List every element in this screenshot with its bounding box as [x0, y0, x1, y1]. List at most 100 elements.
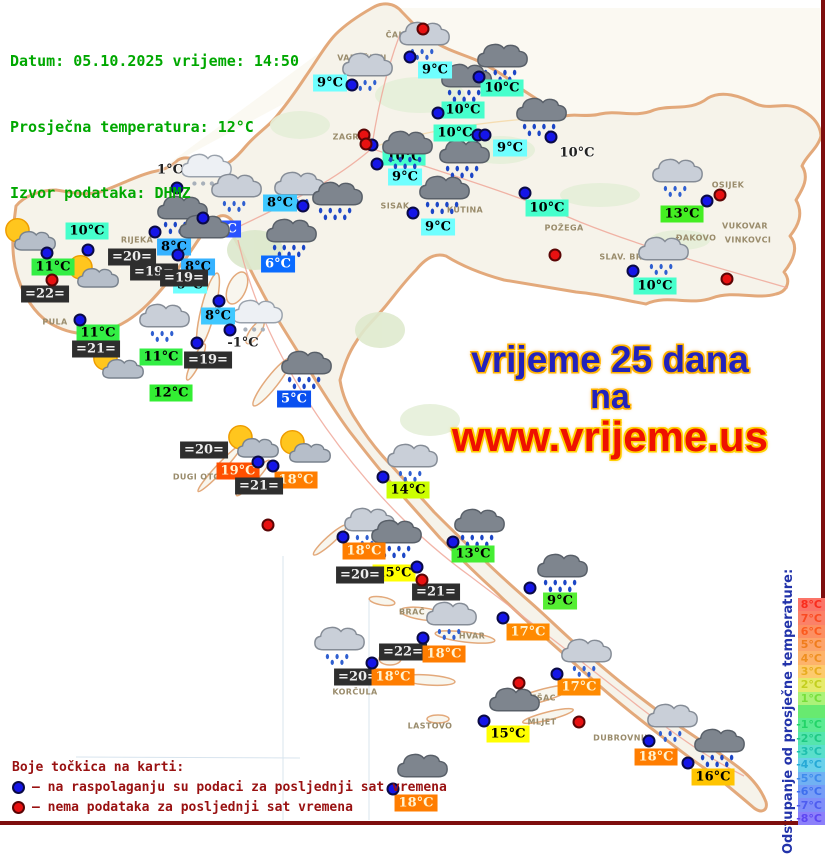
scale-band: -4°C — [796, 758, 825, 772]
station-dot-red — [572, 715, 586, 729]
temp-label: =20= — [180, 441, 228, 459]
temp-label: 17°C — [506, 623, 550, 641]
temp-label: 9°C — [421, 218, 455, 236]
map-edge-right — [821, 0, 825, 598]
temperature-deviation-scale: 8°C 7°C 6°C 5°C 4°C 3°C 2°C 1°C -1°C -2°C -3°C -4°C… — [796, 598, 825, 826]
date-time-line: Datum: 05.10.2025 vrijeme: 14:50 — [10, 52, 299, 70]
temp-label: 10°C — [559, 145, 595, 161]
station-dot-blue — [345, 78, 359, 92]
station-dot-blue — [370, 157, 384, 171]
temp-label: =21= — [412, 583, 460, 601]
station-dot-blue — [626, 264, 640, 278]
dot-legend: Boje točkica na karti: – na raspolaganju… — [12, 760, 447, 815]
temp-label: 9°C — [388, 168, 422, 186]
city-label: DUBROVNIK — [593, 733, 651, 743]
station-dot-blue — [472, 70, 486, 84]
legend-item-text: – na raspolaganju su podaci za posljednj… — [32, 780, 447, 795]
temp-label: 18°C — [371, 668, 415, 686]
station-dot-red — [416, 22, 430, 36]
scale-title: Odstupanje od prosječne temperature: — [781, 568, 796, 854]
station-dot-red — [261, 518, 275, 532]
station-dot-blue — [170, 181, 184, 195]
city-label: PULA — [42, 317, 68, 327]
city-label: DUGI OTOK — [172, 472, 228, 482]
station-dot-blue — [190, 336, 204, 350]
temp-label: 6°C — [261, 255, 295, 273]
map-edge-bottom — [0, 821, 798, 825]
temp-label: =20= — [336, 566, 384, 584]
city-label: RIJEKA — [120, 235, 154, 245]
temp-label: 15°C — [486, 725, 530, 743]
scale-band: 1°C — [798, 691, 825, 705]
scale-band: 8°C — [798, 598, 825, 612]
scale-band: -8°C — [796, 811, 825, 826]
station-dot-blue — [336, 530, 350, 544]
station-dot-blue — [406, 206, 420, 220]
temp-label: 19°C — [216, 462, 260, 480]
scale-band: 4°C — [798, 651, 825, 665]
map-info-header: Datum: 05.10.2025 vrijeme: 14:50 Prosječ… — [10, 6, 299, 226]
scale-band: 2°C — [798, 678, 825, 692]
watermark-url[interactable]: www.vrijeme.us — [452, 413, 768, 460]
sea-grid — [75, 556, 370, 820]
station-dot-blue — [223, 323, 237, 337]
station-dot-blue — [266, 459, 280, 473]
station-dot-blue — [81, 243, 95, 257]
city-label: VINKOVCI — [724, 235, 772, 245]
station-dot-blue — [681, 756, 695, 770]
temp-label: 10°C — [433, 124, 477, 142]
temp-label: 11°C — [139, 348, 183, 366]
temp-label: 10°C — [441, 101, 485, 119]
temp-label: 8°C — [201, 307, 235, 325]
city-label: BRAČ — [399, 607, 425, 617]
legend-item: – na raspolaganju su podaci za posljednj… — [12, 780, 447, 795]
temp-label: 9°C — [313, 74, 347, 92]
city-label: OSIJEK — [711, 180, 745, 190]
city-label: MLJET — [527, 717, 557, 727]
temp-label: 1°C — [157, 162, 183, 178]
watermark: vrijeme 25 dana na www.vrijeme.us — [412, 340, 808, 460]
station-dot-blue — [410, 560, 424, 574]
station-dot-red — [359, 137, 373, 151]
city-label: ĐAKOVO — [675, 233, 717, 243]
legend-dot-icon — [12, 781, 25, 794]
scale-band: 6°C — [798, 624, 825, 639]
temp-label: 10°C — [525, 199, 569, 217]
station-dot-blue — [446, 535, 460, 549]
station-dot-red — [548, 248, 562, 262]
temp-label: 10°C — [480, 79, 524, 97]
station-dot-blue — [376, 470, 390, 484]
temp-label: =19= — [184, 351, 232, 369]
station-dot-blue — [365, 656, 379, 670]
city-label: HVAR — [458, 631, 486, 641]
legend-title: Boje točkica na karti: — [12, 760, 185, 775]
station-dot-blue — [386, 782, 400, 796]
station-dot-blue — [212, 294, 226, 308]
watermark-na: na — [590, 378, 630, 416]
temp-label: -1°C — [227, 335, 259, 351]
station-dot-blue — [431, 106, 445, 120]
scale-band: -2°C — [796, 731, 825, 745]
temp-label: 11°C — [31, 258, 75, 276]
watermark-title: vrijeme 25 dana — [471, 339, 749, 380]
temp-label: 18°C — [634, 748, 678, 766]
station-dot-blue — [544, 130, 558, 144]
scale-band: -3°C — [796, 744, 825, 759]
city-label: KORČULA — [332, 687, 378, 697]
temp-label: 12°C — [149, 384, 193, 402]
city-label: ZAGREB — [332, 132, 372, 142]
scale-band: -6°C — [796, 785, 825, 799]
temp-label: =21= — [235, 477, 283, 495]
station-dot-blue — [550, 667, 564, 681]
city-label: SLAV. BROD — [599, 252, 657, 262]
temp-label: 18°C — [274, 471, 318, 489]
avg-temp-line: Prosječna temperatura: 12°C — [10, 118, 254, 136]
city-label: VUKOVAR — [722, 221, 768, 231]
station-dot-blue — [251, 455, 265, 469]
station-dot-blue — [642, 734, 656, 748]
temp-label: 13°C — [451, 545, 495, 563]
scale-band — [798, 704, 825, 719]
temp-label: =22= — [21, 285, 69, 303]
temp-label: 13°C — [660, 205, 704, 223]
station-dot-blue — [73, 313, 87, 327]
